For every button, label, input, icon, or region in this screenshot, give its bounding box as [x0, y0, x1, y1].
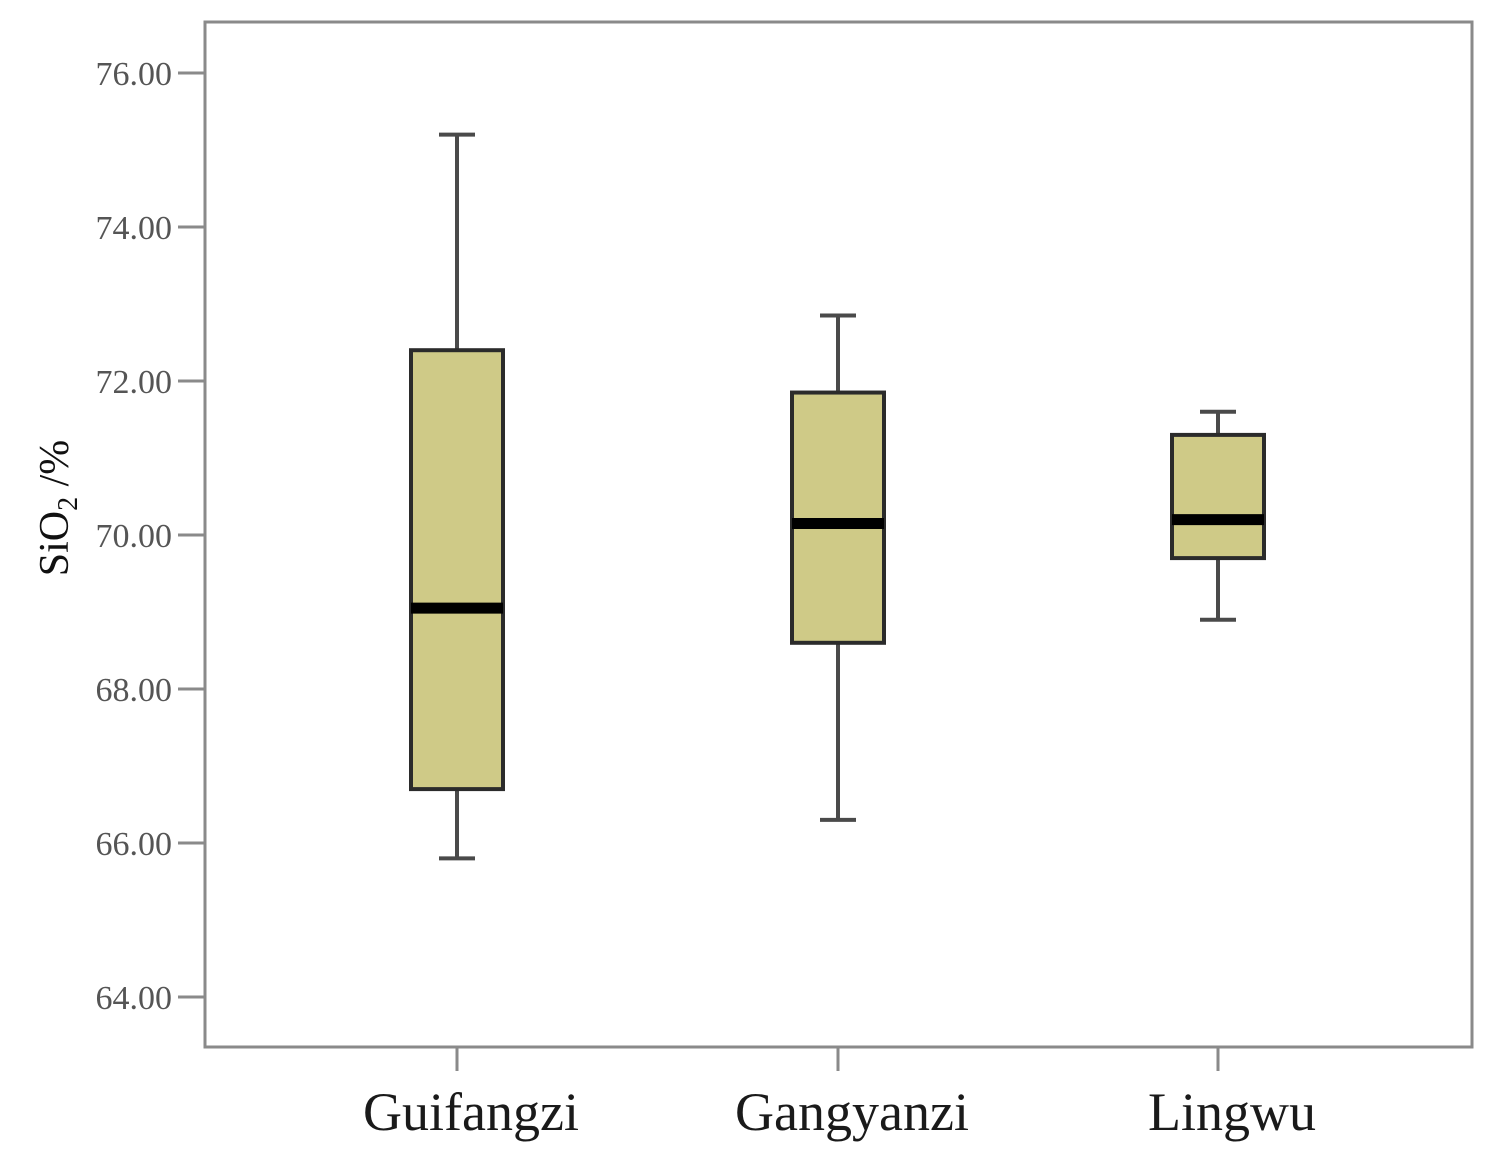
y-axis-label: SiO2 /% — [32, 440, 84, 577]
box-guifangzi — [409, 132, 505, 861]
y-tick-label: 72.00 — [96, 364, 173, 401]
x-category-label: Guifangzi — [363, 1082, 579, 1142]
x-category-label: Gangyanzi — [735, 1082, 969, 1142]
y-tick-label: 66.00 — [96, 826, 173, 863]
y-axis: 76.00 74.00 72.00 70.00 68.00 66.00 64.00 — [96, 56, 205, 1017]
box-series — [409, 132, 1266, 861]
y-tick-label: 68.00 — [96, 672, 173, 709]
y-tick-label: 76.00 — [96, 56, 173, 93]
y-axis-label-subscript: 2 — [53, 497, 84, 511]
iqr-box — [1170, 432, 1266, 561]
y-tick-label: 64.00 — [96, 980, 173, 1017]
iqr-box — [790, 390, 886, 645]
x-axis: Guifangzi Gangyanzi Lingwu — [363, 1047, 1316, 1142]
box-gangyanzi — [790, 313, 886, 822]
y-axis-label-base: SiO — [32, 511, 78, 576]
y-tick-label: 74.00 — [96, 210, 173, 247]
iqr-box — [409, 348, 505, 792]
x-category-label: Lingwu — [1148, 1082, 1316, 1142]
y-axis-label-suffix: /% — [32, 440, 78, 497]
box-lingwu — [1170, 409, 1266, 622]
y-tick-label: 70.00 — [96, 518, 173, 555]
